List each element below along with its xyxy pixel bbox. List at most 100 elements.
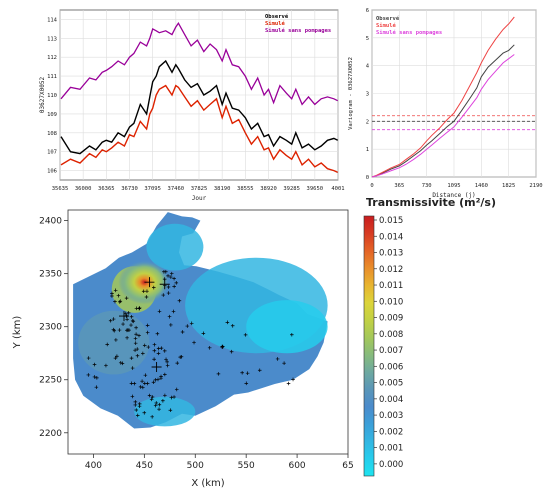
x-tick-label: 0 [370, 183, 373, 189]
well-marker [229, 349, 234, 354]
well-marker [114, 338, 118, 342]
colorbar-tick-label: 0.001 [379, 444, 403, 454]
legend-entry: Simulé [376, 22, 397, 29]
x-tick-label: 4001 [331, 186, 344, 192]
well-marker [130, 319, 135, 323]
well-marker [137, 306, 141, 311]
well-marker [157, 402, 162, 407]
well-marker [134, 408, 139, 412]
colorbar-tick-label: 0.011 [379, 281, 403, 291]
well-marker [168, 408, 173, 413]
well-marker [134, 325, 138, 330]
colorbar [363, 215, 375, 477]
well-marker [142, 343, 147, 348]
x-axis-label: X (km) [191, 478, 224, 489]
well-marker [165, 363, 170, 368]
legend-entry: Simulé sans pompages [376, 29, 442, 36]
colorbar-tick-label: 0.012 [379, 265, 403, 275]
well-marker [159, 374, 163, 379]
well-marker [216, 372, 221, 376]
well-marker [133, 403, 138, 407]
colorbar-tick-label: 0.010 [379, 297, 403, 307]
x-tick-label: 2190 [529, 183, 542, 189]
y-tick-label: 112 [47, 55, 57, 61]
well-marker [156, 377, 160, 382]
low-transmissivity-zone [134, 396, 196, 427]
well-marker [115, 354, 119, 359]
chart-transmissivity-map: 400 450 500 550 600 65 2200 2250 2300 2350 2400 X (… [0, 196, 550, 495]
well-marker [145, 289, 149, 293]
well-marker [257, 368, 262, 373]
well-marker [172, 284, 176, 289]
well-marker [149, 397, 154, 402]
well-marker [166, 274, 170, 278]
colorbar-tick-label: 0.007 [379, 346, 403, 356]
x-tick-label: 1825 [502, 183, 515, 189]
legend-entry: Observé [265, 13, 289, 20]
x-tick-label: 600 [288, 461, 305, 471]
well-marker [110, 291, 114, 296]
well-marker [130, 394, 135, 399]
well-marker [132, 381, 137, 386]
well-marker [95, 376, 99, 380]
colorbar-tick-label: 0.009 [379, 314, 403, 324]
well-marker [161, 398, 165, 403]
well-marker [163, 393, 167, 398]
main-well-marker [119, 311, 129, 322]
well-marker [92, 375, 97, 379]
y-tick-label: 1 [366, 147, 369, 153]
well-marker [144, 295, 149, 299]
well-marker [145, 330, 150, 335]
low-transmissivity-zone [146, 223, 204, 271]
well-marker [141, 351, 145, 356]
well-marker [207, 345, 212, 350]
y-axis-label: Y (km) [12, 316, 23, 350]
well-marker [159, 346, 164, 350]
well-marker [153, 378, 158, 382]
well-marker [104, 363, 108, 368]
well-marker [105, 342, 110, 347]
well-marker [290, 332, 294, 337]
x-tick-label: 38555 [237, 186, 254, 192]
well-marker [177, 298, 182, 303]
y-axis-label: Variogram - 03627X0052 [348, 57, 354, 130]
well-marker [92, 362, 97, 367]
x-tick-label: 36000 [75, 186, 92, 192]
colorbar-tick-label: 0.006 [379, 362, 403, 372]
y-tick-label: 110 [47, 93, 57, 99]
colorbar-tick-label: 0.005 [379, 379, 403, 389]
y-tick-label: 5 [366, 36, 369, 42]
well-marker [126, 328, 130, 332]
x-tick-label: 37825 [191, 186, 208, 192]
well-marker [153, 403, 158, 408]
y-tick-label: 4 [366, 64, 370, 70]
x-tick-label: 1460 [475, 183, 488, 189]
colorbar-tick-label: 0.000 [379, 460, 403, 470]
main-well-marker [144, 277, 155, 288]
well-marker [118, 361, 123, 365]
well-marker [142, 381, 147, 386]
y-tick-label: 2200 [39, 429, 62, 439]
series-line [60, 59, 339, 155]
series-line [371, 16, 515, 178]
well-marker [150, 395, 155, 399]
x-tick-label: 65 [342, 461, 353, 471]
x-axis-label: Distance (j) [432, 192, 475, 199]
well-marker [141, 289, 146, 294]
y-tick-label: 108 [47, 131, 57, 137]
well-marker [133, 348, 137, 352]
legend-entry: Simulé [265, 20, 286, 27]
x-tick-label: 36365 [98, 186, 115, 192]
well-marker [124, 311, 128, 316]
x-tick-label: 730 [422, 183, 432, 189]
y-tick-label: 6 [366, 8, 369, 14]
well-marker [157, 309, 162, 314]
y-tick-label: 106 [47, 169, 57, 175]
legend-entry: Simulé sans pompages [265, 27, 331, 34]
well-marker [134, 332, 138, 337]
well-marker [152, 342, 157, 347]
well-marker [192, 340, 196, 345]
well-marker [156, 351, 161, 356]
well-marker [117, 328, 122, 332]
well-marker [117, 300, 122, 304]
